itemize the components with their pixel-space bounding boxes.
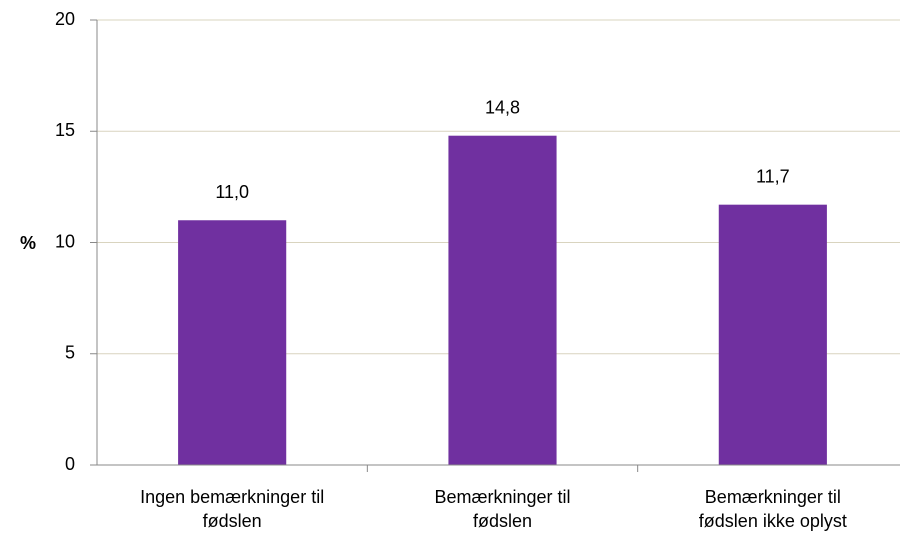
y-tick-label: 0 [65, 454, 75, 474]
y-axis-label: % [20, 233, 36, 253]
bar [178, 220, 287, 465]
value-label: 14,8 [485, 97, 520, 117]
y-tick-label: 15 [55, 120, 75, 140]
value-label: 11,7 [756, 166, 790, 186]
x-tick-label: Bemærkninger til fødslen ikke oplyst [698, 487, 847, 531]
x-tick-label: Bemærkninger til fødslen [434, 487, 571, 531]
bar [448, 135, 557, 465]
y-tick-label: 10 [55, 231, 75, 251]
y-tick-label: 20 [55, 9, 75, 29]
bar [718, 204, 827, 466]
y-tick-label: 5 [65, 343, 75, 363]
value-label: 11,0 [215, 182, 249, 202]
x-tick-label: Ingen bemærkninger til fødslen [140, 487, 325, 531]
